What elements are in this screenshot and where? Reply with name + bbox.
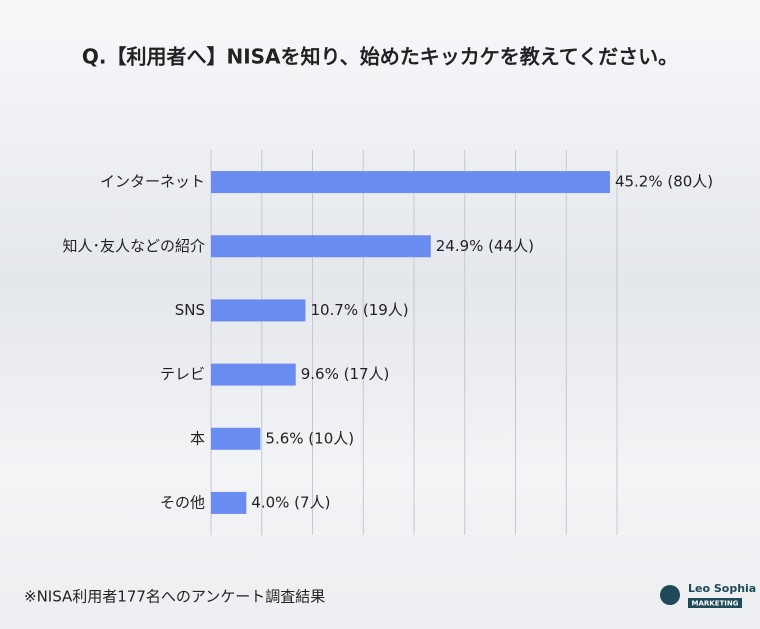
value-label: 45.2% (80人) [615,173,713,191]
category-label: 知人･友人などの紹介 [62,237,205,255]
bar [211,491,247,514]
chart-title: Q.【利用者へ】NISAを知り、始めたキッカケを教えてください。 [82,45,678,69]
bar [211,427,261,450]
bar [211,171,610,194]
bar [211,235,431,258]
category-label: その他 [160,493,205,511]
logo-name: Leo Sophia [688,582,756,595]
logo-tagline: MARKETING [692,600,739,608]
value-label: 10.7% (19人) [310,301,408,319]
value-label: 24.9% (44人) [436,237,534,255]
note: ※NISA利用者177名へのアンケート調査結果 [24,588,325,606]
category-label: SNS [175,301,205,319]
bar [211,363,296,386]
bar [211,299,306,322]
category-label: テレビ [160,365,205,383]
logo-icon [660,585,680,605]
category-label: インターネット [100,173,205,191]
value-label: 4.0% (7人) [251,493,330,511]
logo-band [688,598,742,608]
value-label: 9.6% (17人) [301,365,390,383]
value-label: 5.6% (10人) [265,429,354,447]
category-label: 本 [190,429,205,447]
